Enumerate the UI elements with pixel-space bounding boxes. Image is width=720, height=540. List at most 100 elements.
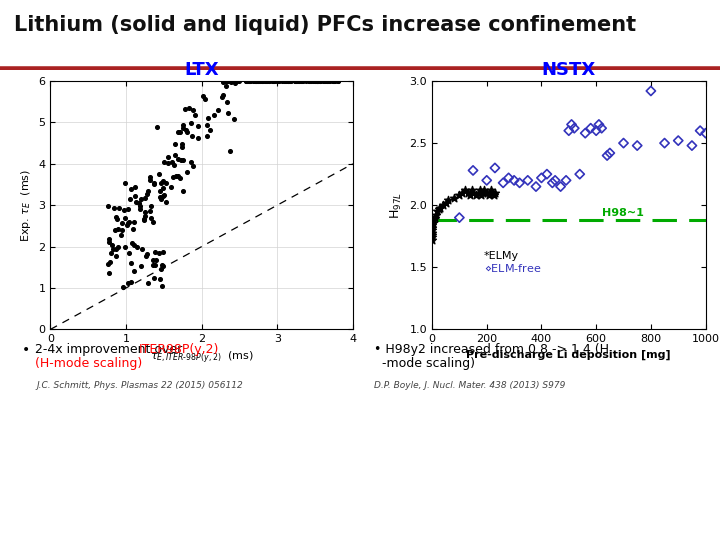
Point (256, 77, 268, 85)
Point (199, 95, 211, 104)
Text: H98~1: H98~1 (602, 207, 644, 218)
Point (244, 77, 256, 85)
Point (155, 179, 166, 187)
Point (283, 77, 294, 85)
Point (432, 207, 444, 215)
Point (181, 128, 192, 137)
Point (289, 77, 301, 85)
Point (489, 188, 500, 197)
Point (127, 239, 138, 247)
Point (134, 199, 145, 207)
Point (467, 166, 479, 175)
Point (307, 77, 318, 85)
Point (120, 213, 131, 222)
Point (148, 256, 159, 265)
Point (241, 77, 253, 85)
Point (672, 136, 684, 145)
Point (291, 77, 302, 85)
Point (297, 77, 309, 85)
Point (304, 77, 315, 85)
Point (221, 98, 233, 106)
Point (104, 234, 115, 243)
Point (253, 77, 264, 85)
Y-axis label: H$_{97L}$: H$_{97L}$ (389, 192, 404, 219)
Point (121, 220, 132, 229)
Point (208, 110, 220, 119)
Point (291, 77, 302, 85)
Point (157, 248, 168, 256)
Point (160, 197, 171, 206)
Point (272, 77, 284, 85)
Text: 1 Oct 2015          5: 1 Oct 2015 5 (600, 510, 684, 519)
Point (279, 77, 291, 85)
Point (478, 186, 490, 194)
Point (151, 123, 163, 132)
Point (327, 77, 338, 85)
Point (144, 206, 156, 215)
Point (145, 213, 156, 222)
Point (216, 93, 228, 102)
Point (228, 115, 239, 124)
Point (456, 188, 468, 197)
Point (312, 77, 323, 85)
Point (130, 192, 141, 201)
Point (250, 77, 261, 85)
Point (250, 77, 261, 85)
Point (485, 186, 497, 194)
Point (123, 218, 135, 227)
Point (484, 191, 495, 200)
Point (426, 231, 438, 239)
Point (311, 77, 323, 85)
Point (154, 186, 166, 195)
Point (244, 77, 256, 85)
Point (426, 226, 438, 234)
Point (522, 176, 534, 185)
Point (285, 77, 297, 85)
Point (269, 77, 280, 85)
Point (596, 124, 608, 132)
Point (153, 248, 164, 257)
Point (222, 108, 233, 117)
Point (248, 77, 259, 85)
Point (218, 77, 230, 85)
Point (590, 126, 602, 135)
Point (115, 231, 127, 239)
Point (324, 77, 336, 85)
Text: -mode scaling): -mode scaling) (374, 357, 475, 370)
Point (426, 235, 438, 244)
Point (272, 77, 284, 85)
Point (139, 193, 150, 202)
Point (145, 172, 156, 181)
Point (272, 77, 284, 85)
Point (224, 147, 235, 156)
Point (293, 77, 305, 85)
Point (149, 260, 161, 269)
X-axis label: $\tau_{E,ITER\text{-}98P(y,2)}$  (ms): $\tau_{E,ITER\text{-}98P(y,2)}$ (ms) (150, 350, 253, 366)
Point (189, 110, 201, 119)
Point (256, 77, 268, 85)
Point (426, 223, 438, 232)
Point (329, 77, 341, 85)
Point (122, 219, 134, 227)
Point (489, 164, 500, 172)
Point (103, 238, 114, 246)
Point (514, 179, 526, 187)
Text: Lithium (solid and liquid) PFCs increase confinement: Lithium (solid and liquid) PFCs increase… (14, 15, 636, 35)
Point (267, 77, 279, 85)
Point (103, 259, 114, 268)
Point (138, 214, 150, 223)
Point (245, 77, 256, 85)
Point (530, 182, 541, 191)
Point (459, 186, 471, 194)
Point (202, 131, 213, 140)
Point (158, 177, 169, 186)
Point (312, 77, 323, 85)
Point (130, 198, 141, 206)
Text: J.C. Schmitt, Phys. Plasmas 22 (2015) 056112: J.C. Schmitt, Phys. Plasmas 22 (2015) 05… (36, 381, 243, 390)
Point (303, 77, 315, 85)
Point (177, 156, 189, 164)
Point (134, 204, 145, 213)
Text: D.P. Boyle, J. Nucl. Mater. 438 (2013) S979: D.P. Boyle, J. Nucl. Mater. 438 (2013) S… (374, 381, 566, 390)
Point (428, 216, 439, 225)
Point (321, 77, 333, 85)
